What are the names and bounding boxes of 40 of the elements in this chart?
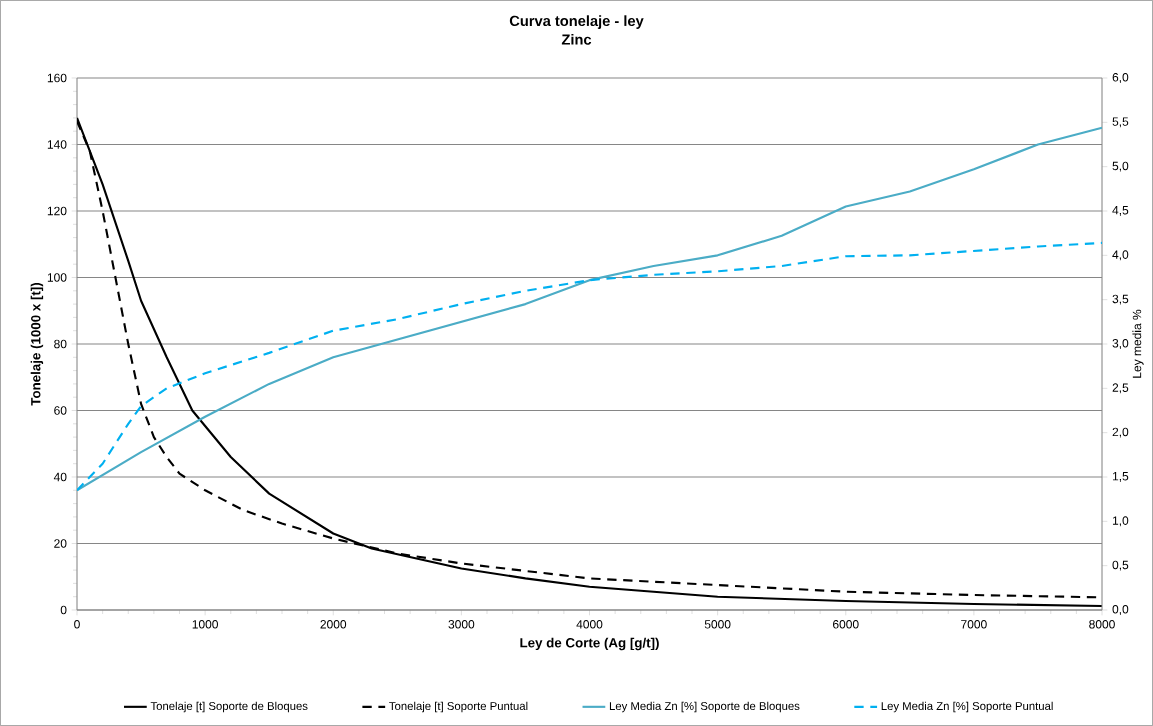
y2-tick-label: 4,5	[1112, 206, 1129, 216]
x-axis-title: Ley de Corte (Ag [g/t])	[520, 637, 659, 651]
y-axis-title: Tonelaje (1000 x [t])	[30, 282, 44, 406]
legend-label: Tonelaje [t] Soporte Puntual	[389, 701, 528, 713]
x-tick-label: 5000	[704, 620, 731, 629]
x-tick-label: 1000	[192, 620, 219, 629]
y-tick-label: 40	[53, 472, 67, 482]
y2-tick-label: 5,5	[1112, 117, 1129, 128]
y2-tick-label: 3,5	[1112, 294, 1129, 305]
legend-label: Ley Media Zn [%] Soporte Puntual	[881, 701, 1053, 713]
x-tick-label: 2000	[320, 620, 347, 629]
y-tick-label: 20	[54, 539, 67, 548]
y2-tick-label: 2,0	[1112, 427, 1129, 438]
y-tick-label: 140	[47, 140, 67, 149]
y2-tick-label: 6,0	[1112, 73, 1129, 83]
y2-tick-label: 1,0	[1112, 516, 1129, 527]
x-tick-label: 6000	[833, 620, 859, 629]
y-tick-label: 80	[54, 339, 67, 349]
y-tick-label: 60	[54, 406, 67, 415]
x-tick-label: 3000	[448, 620, 475, 629]
legend-label: Tonelaje [t] Soporte de Bloques	[150, 701, 308, 713]
y2-tick-label: 4,0	[1112, 250, 1129, 261]
y2-tick-label: 0,5	[1112, 560, 1129, 571]
x-tick-label: 7000	[961, 620, 987, 629]
y2-tick-label: 2,5	[1112, 383, 1129, 394]
x-tick-label: 8000	[1089, 620, 1115, 629]
y-tick-label: 0	[60, 605, 67, 615]
y-tick-label: 160	[47, 73, 67, 83]
legend-label: Ley Media Zn [%] Soporte de Bloques	[609, 701, 800, 713]
y2-tick-label: 3,0	[1112, 339, 1129, 349]
y2-tick-label: 1,5	[1112, 472, 1129, 482]
y2-axis-title: Ley media %	[1132, 309, 1144, 378]
y-tick-label: 120	[47, 206, 67, 216]
y2-tick-label: 0,0	[1112, 605, 1129, 615]
x-tick-label: 4000	[576, 620, 603, 629]
y-tick-label: 100	[47, 273, 67, 282]
chart-subtitle: Zinc	[561, 33, 592, 45]
x-tick-label: 0	[74, 620, 80, 629]
chart-title: Curva tonelaje - ley	[509, 15, 644, 29]
y2-tick-label: 5,0	[1112, 161, 1129, 172]
